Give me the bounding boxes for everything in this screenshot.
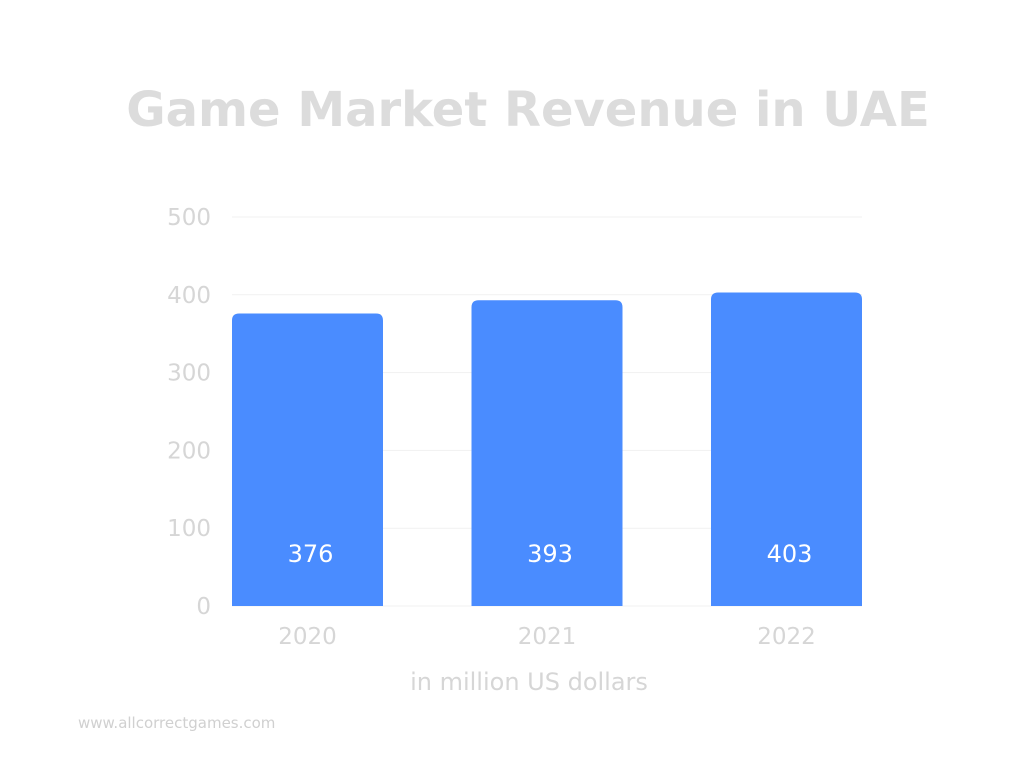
x-tick-label: 2021 — [518, 624, 577, 650]
y-tick-label: 300 — [167, 361, 211, 387]
bar-value-label: 376 — [288, 540, 334, 568]
y-tick-label: 400 — [167, 283, 211, 309]
y-axis-ticks: 0 100 200 300 400 500 — [167, 205, 211, 620]
chart-title: Game Market Revenue in UAE — [126, 82, 929, 138]
x-axis-categories: 2020 2021 2022 — [278, 624, 816, 650]
bars — [232, 292, 862, 606]
x-tick-label: 2020 — [278, 624, 337, 650]
bar-2021 — [471, 300, 623, 606]
y-tick-label: 500 — [167, 205, 211, 231]
y-tick-label: 100 — [167, 516, 211, 542]
bar-value-label: 393 — [527, 540, 573, 568]
x-tick-label: 2022 — [757, 624, 816, 650]
bar-2022 — [711, 292, 862, 606]
bar-value-label: 403 — [767, 540, 813, 568]
bar-value-labels: 376 393 403 — [288, 540, 813, 568]
bar-2020 — [232, 313, 383, 606]
source-footer: www.allcorrectgames.com — [78, 714, 275, 732]
y-tick-label: 0 — [196, 594, 211, 620]
y-tick-label: 200 — [167, 438, 211, 464]
x-axis-label: in million US dollars — [410, 668, 648, 696]
